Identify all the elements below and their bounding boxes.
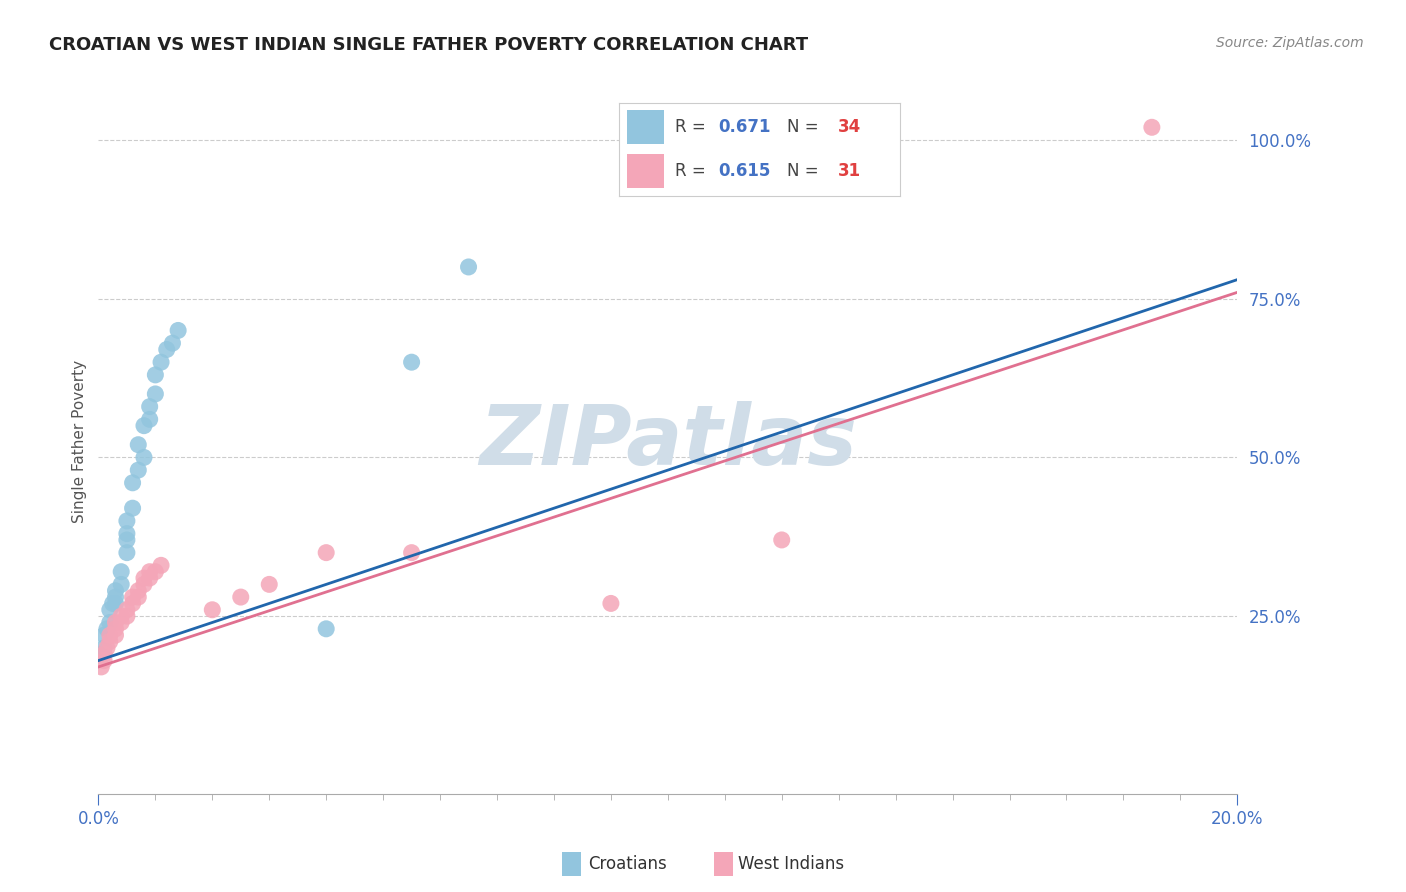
Point: [315, 546, 337, 560]
Point: [138, 412, 160, 426]
Point: [127, 463, 149, 477]
Point: [600, 596, 623, 610]
Point: [132, 571, 155, 585]
Point: [110, 609, 132, 624]
Point: [98, 628, 121, 642]
Point: [315, 622, 337, 636]
Text: R =: R =: [675, 162, 711, 180]
Point: [121, 501, 143, 516]
Text: Source: ZipAtlas.com: Source: ZipAtlas.com: [1216, 36, 1364, 50]
Point: [96, 622, 118, 636]
Point: [104, 622, 127, 636]
Point: [167, 323, 190, 337]
Point: [121, 475, 143, 490]
Y-axis label: Single Father Poverty: Single Father Poverty: [72, 360, 87, 523]
Point: [132, 577, 155, 591]
Text: West Indians: West Indians: [738, 855, 844, 873]
Point: [115, 514, 138, 528]
Point: [201, 603, 224, 617]
Point: [259, 577, 281, 591]
Point: [150, 558, 173, 573]
Point: [110, 615, 132, 630]
Point: [93, 654, 115, 668]
Point: [127, 438, 149, 452]
Text: CROATIAN VS WEST INDIAN SINGLE FATHER POVERTY CORRELATION CHART: CROATIAN VS WEST INDIAN SINGLE FATHER PO…: [49, 36, 808, 54]
Point: [742, 133, 765, 147]
Point: [104, 590, 127, 604]
Point: [93, 647, 115, 661]
Point: [138, 400, 160, 414]
Point: [132, 418, 155, 433]
Text: 0.671: 0.671: [718, 118, 770, 136]
Point: [156, 343, 179, 357]
Bar: [627, 110, 664, 144]
Text: 34: 34: [838, 118, 862, 136]
Point: [138, 565, 160, 579]
Point: [93, 628, 115, 642]
Text: 31: 31: [838, 162, 860, 180]
Point: [96, 640, 118, 655]
Point: [145, 387, 167, 401]
Point: [229, 590, 252, 604]
Point: [457, 260, 479, 274]
Point: [98, 603, 121, 617]
Point: [401, 546, 423, 560]
Text: Croatians: Croatians: [588, 855, 666, 873]
Point: [110, 565, 132, 579]
Text: 0.615: 0.615: [718, 162, 770, 180]
Point: [121, 596, 143, 610]
Point: [1140, 120, 1163, 135]
Point: [121, 590, 143, 604]
Point: [115, 603, 138, 617]
Point: [162, 336, 184, 351]
Point: [132, 450, 155, 465]
Text: N =: N =: [787, 162, 824, 180]
Point: [104, 583, 127, 598]
Text: N =: N =: [787, 118, 824, 136]
Point: [104, 628, 127, 642]
Point: [98, 634, 121, 648]
Point: [145, 565, 167, 579]
Point: [93, 640, 115, 655]
Point: [115, 609, 138, 624]
Point: [98, 615, 121, 630]
Point: [770, 533, 793, 547]
Point: [150, 355, 173, 369]
Point: [90, 647, 112, 661]
Point: [104, 596, 127, 610]
Point: [115, 546, 138, 560]
Point: [115, 526, 138, 541]
Point: [104, 615, 127, 630]
Point: [101, 596, 124, 610]
Point: [127, 590, 149, 604]
Point: [401, 355, 423, 369]
Text: R =: R =: [675, 118, 711, 136]
Point: [110, 577, 132, 591]
Point: [145, 368, 167, 382]
Point: [115, 533, 138, 547]
Point: [138, 571, 160, 585]
Text: ZIPatlas: ZIPatlas: [479, 401, 856, 482]
Point: [127, 583, 149, 598]
Bar: [627, 154, 664, 188]
Point: [90, 660, 112, 674]
